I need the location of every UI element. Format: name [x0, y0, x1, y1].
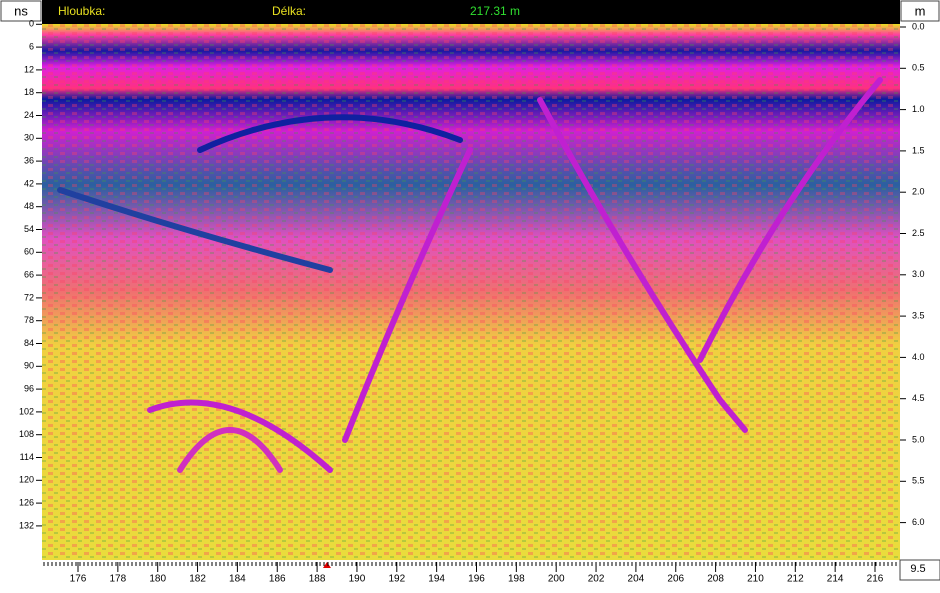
bottom-tick-label: 214 [827, 574, 844, 585]
bottom-axis-panel [42, 560, 900, 588]
bottom-tick-label: 204 [628, 574, 645, 585]
bottom-tick-label: 192 [388, 574, 405, 585]
bottom-tick-label: 176 [70, 574, 87, 585]
header-bar [0, 0, 940, 24]
right-tick-label: 0.5 [912, 63, 925, 73]
left-tick-label: 66 [24, 269, 34, 279]
radargram [42, 24, 900, 560]
left-tick-label: 24 [24, 110, 34, 120]
bottom-tick-label: 180 [149, 574, 166, 585]
bottom-tick-label: 182 [189, 574, 206, 585]
bottom-tick-label: 200 [548, 574, 565, 585]
bottom-tick-label: 206 [667, 574, 684, 585]
right-tick-label: 0.0 [912, 21, 925, 31]
bottom-tick-label: 190 [349, 574, 366, 585]
right-tick-label: 5.5 [912, 476, 925, 486]
bottom-tick-label: 196 [468, 574, 485, 585]
length-value: 217.31 m [470, 4, 520, 18]
depth-label: Hloubka: [58, 4, 105, 18]
left-tick-label: 126 [19, 497, 34, 507]
left-tick-label: 72 [24, 292, 34, 302]
right-tick-label: 2.5 [912, 228, 925, 238]
left-tick-label: 30 [24, 133, 34, 143]
left-unit: ns [14, 3, 28, 18]
right-axis-panel [900, 0, 940, 588]
right-tick-label: 6.0 [912, 517, 925, 527]
right-tick-label: 2.0 [912, 187, 925, 197]
right-tick-label: 1.5 [912, 145, 925, 155]
position-marker [323, 562, 331, 568]
right-unit: m [915, 3, 926, 18]
left-tick-label: 84 [24, 338, 34, 348]
left-tick-label: 42 [24, 178, 34, 188]
length-label: Délka: [272, 4, 306, 18]
bottom-tick-label: 210 [747, 574, 764, 585]
unit-box [0, 0, 42, 22]
right-tick-label: 4.5 [912, 393, 925, 403]
corner-box [899, 559, 940, 581]
right-tick-label: 5.0 [912, 434, 925, 444]
left-tick-label: 102 [19, 406, 34, 416]
right-tick-label: 3.5 [912, 310, 925, 320]
bottom-tick-label: 202 [588, 574, 605, 585]
bottom-tick-label: 208 [707, 574, 724, 585]
bottom-tick-label: 198 [508, 574, 525, 585]
left-tick-label: 108 [19, 429, 34, 439]
left-tick-label: 54 [24, 224, 34, 234]
left-tick-label: 6 [29, 41, 34, 51]
left-tick-label: 48 [24, 201, 34, 211]
unit-box [900, 0, 940, 22]
bottom-tick-label: 178 [110, 574, 127, 585]
right-tick-label: 3.0 [912, 269, 925, 279]
right-tick-label: 4.0 [912, 352, 925, 362]
left-tick-label: 114 [20, 452, 34, 462]
left-tick-label: 12 [24, 64, 34, 74]
bottom-tick-label: 186 [269, 574, 286, 585]
left-tick-label: 60 [24, 247, 34, 257]
left-tick-label: 0 [29, 19, 34, 29]
left-tick-label: 132 [19, 520, 34, 530]
left-tick-label: 36 [24, 155, 34, 165]
left-tick-label: 90 [24, 361, 34, 371]
bottom-tick-label: 194 [428, 574, 445, 585]
left-tick-label: 120 [19, 475, 34, 485]
left-tick-label: 96 [24, 383, 34, 393]
bottom-tick-label: 216 [867, 574, 884, 585]
left-tick-label: 18 [24, 87, 34, 97]
bottom-tick-label: 184 [229, 574, 246, 585]
left-tick-label: 78 [24, 315, 34, 325]
right-tick-label: 1.0 [912, 104, 925, 114]
corner-value: 9.5 [910, 563, 925, 575]
left-axis-panel [0, 0, 42, 588]
bottom-tick-label: 188 [309, 574, 326, 585]
bottom-tick-label: 212 [787, 574, 804, 585]
